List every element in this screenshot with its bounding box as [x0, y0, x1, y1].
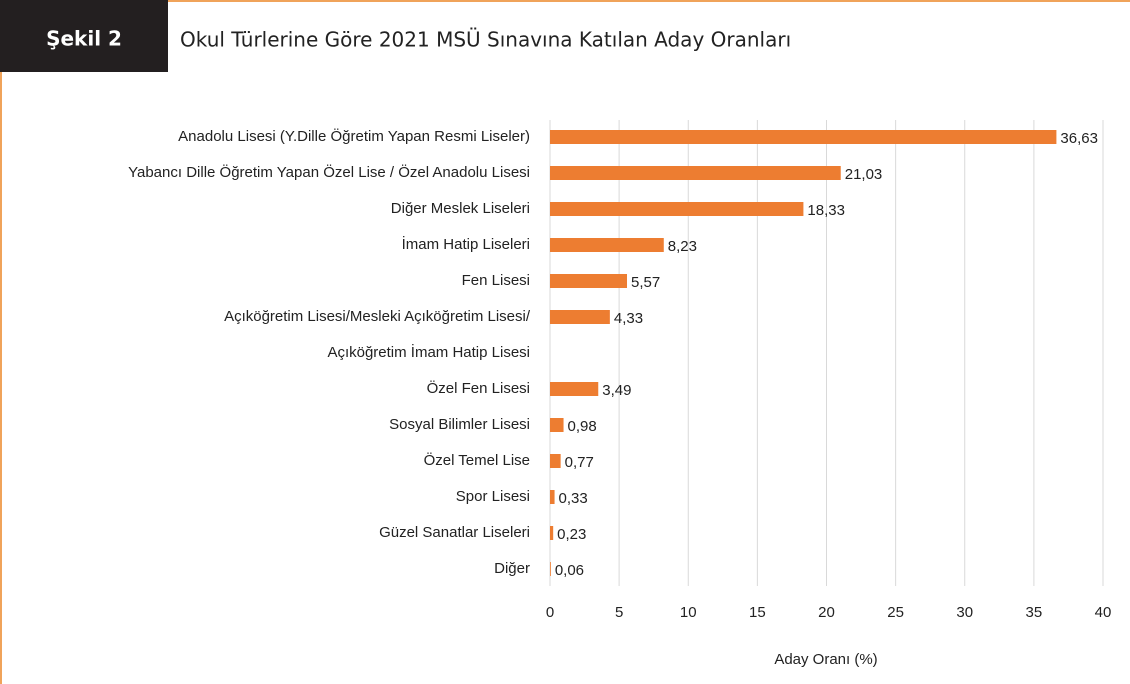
y-tick-label: Fen Lisesi [462, 272, 530, 289]
x-tick-label: 0 [546, 604, 554, 621]
bar [550, 130, 1057, 144]
bar [550, 562, 551, 576]
value-label: 0,33 [559, 490, 588, 507]
value-label: 0,77 [565, 454, 594, 471]
y-tick-label: Spor Lisesi [456, 488, 530, 505]
figure-title: Okul Türlerine Göre 2021 MSÜ Sınavına Ka… [180, 28, 791, 52]
x-tick-label: 25 [887, 604, 904, 621]
y-tick-label: Sosyal Bilimler Lisesi [389, 416, 530, 433]
y-tick-label: İmam Hatip Liseleri [402, 235, 530, 253]
figure-label: Şekil 2 [46, 27, 122, 51]
bar [550, 166, 841, 180]
x-tick-label: 15 [749, 604, 766, 621]
x-tick-label: 40 [1095, 604, 1112, 621]
value-label: 0,98 [568, 418, 597, 435]
bar [550, 526, 554, 540]
y-tick-label: Yabancı Dille Öğretim Yapan Özel Lise / … [128, 163, 530, 181]
value-label: 0,23 [557, 526, 586, 543]
bar [550, 418, 564, 432]
bar [550, 310, 610, 324]
bar [550, 274, 628, 288]
y-tick-label: Güzel Sanatlar Liseleri [379, 524, 530, 541]
x-tick-label: 5 [615, 604, 623, 621]
value-label: 3,49 [602, 382, 631, 399]
value-label: 4,33 [614, 310, 643, 327]
bar [550, 202, 804, 216]
value-label: 18,33 [807, 202, 845, 219]
x-tick-label: 20 [818, 604, 835, 621]
y-tick-label: Diğer [494, 560, 530, 577]
y-tick-label: Özel Fen Lisesi [427, 379, 530, 397]
x-tick-label: 35 [1026, 604, 1043, 621]
value-label: 0,06 [555, 562, 584, 579]
x-tick-label: 10 [680, 604, 697, 621]
y-tick-label: Diğer Meslek Liseleri [391, 200, 530, 217]
value-label: 8,23 [668, 238, 697, 255]
y-tick-label: Anadolu Lisesi (Y.Dille Öğretim Yapan Re… [178, 127, 530, 145]
bar [550, 382, 599, 396]
figure-label-box [0, 0, 168, 72]
bar [550, 490, 555, 504]
value-label: 5,57 [631, 274, 660, 291]
y-tick-label: Açıköğretim Lisesi/Mesleki Açıköğretim L… [224, 308, 531, 325]
value-label: 36,63 [1060, 130, 1098, 147]
x-tick-label: 30 [956, 604, 973, 621]
x-axis-label: Aday Oranı (%) [774, 651, 877, 668]
bar [550, 454, 561, 468]
value-label: 21,03 [845, 166, 883, 183]
y-tick-label: Özel Temel Lise [424, 451, 530, 469]
y-tick-label: Açıköğretim İmam Hatip Lisesi [327, 343, 530, 361]
bar [550, 238, 664, 252]
